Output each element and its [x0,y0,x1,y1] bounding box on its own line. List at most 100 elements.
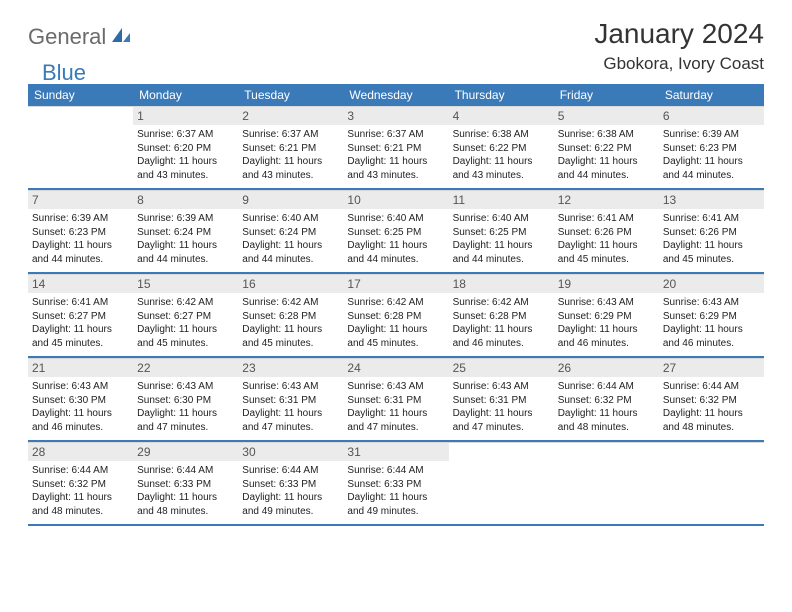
day-info: Sunrise: 6:39 AMSunset: 6:23 PMDaylight:… [32,212,129,266]
daylight-text-2: and 45 minutes. [242,337,339,351]
sunrise-text: Sunrise: 6:43 AM [32,380,129,394]
day-info: Sunrise: 6:37 AMSunset: 6:21 PMDaylight:… [347,128,444,182]
calendar-cell: 29Sunrise: 6:44 AMSunset: 6:33 PMDayligh… [133,442,238,524]
daylight-text-2: and 48 minutes. [558,421,655,435]
day-info: Sunrise: 6:39 AMSunset: 6:24 PMDaylight:… [137,212,234,266]
day-info: Sunrise: 6:43 AMSunset: 6:31 PMDaylight:… [347,380,444,434]
daylight-text-2: and 45 minutes. [32,337,129,351]
day-number: 7 [28,191,133,209]
daylight-text-1: Daylight: 11 hours [347,155,444,169]
daylight-text-1: Daylight: 11 hours [242,407,339,421]
weekday-header: Sunday Monday Tuesday Wednesday Thursday… [28,84,764,106]
sunset-text: Sunset: 6:27 PM [32,310,129,324]
calendar-cell: 6Sunrise: 6:39 AMSunset: 6:23 PMDaylight… [659,106,764,188]
day-info: Sunrise: 6:41 AMSunset: 6:26 PMDaylight:… [558,212,655,266]
sunrise-text: Sunrise: 6:43 AM [347,380,444,394]
sunset-text: Sunset: 6:31 PM [347,394,444,408]
sunrise-text: Sunrise: 6:42 AM [347,296,444,310]
day-info: Sunrise: 6:38 AMSunset: 6:22 PMDaylight:… [453,128,550,182]
sunrise-text: Sunrise: 6:41 AM [558,212,655,226]
sunrise-text: Sunrise: 6:39 AM [32,212,129,226]
calendar-cell: 30Sunrise: 6:44 AMSunset: 6:33 PMDayligh… [238,442,343,524]
sunrise-text: Sunrise: 6:44 AM [663,380,760,394]
daylight-text-1: Daylight: 11 hours [137,323,234,337]
daylight-text-2: and 44 minutes. [347,253,444,267]
calendar-cell: 4 Sunrise: 6:38 AMSunset: 6:22 PMDaylight… [449,106,554,188]
daylight-text-1: Daylight: 11 hours [453,323,550,337]
daylight-text-1: Daylight: 11 hours [32,407,129,421]
daylight-text-1: Daylight: 11 hours [347,239,444,253]
day-number: 14 [28,275,133,293]
sunrise-text: Sunrise: 6:42 AM [137,296,234,310]
day-info: Sunrise: 6:44 AMSunset: 6:33 PMDaylight:… [347,464,444,518]
calendar-cell: 17Sunrise: 6:42 AMSunset: 6:28 PMDayligh… [343,274,448,356]
sunrise-text: Sunrise: 6:44 AM [137,464,234,478]
calendar-cell: 9Sunrise: 6:40 AMSunset: 6:24 PMDaylight… [238,190,343,272]
page-header: General January 2024 Gbokora, Ivory Coas… [28,18,764,74]
day-info: Sunrise: 6:44 AMSunset: 6:32 PMDaylight:… [32,464,129,518]
day-info: Sunrise: 6:37 AMSunset: 6:20 PMDaylight:… [137,128,234,182]
day-number: 17 [343,275,448,293]
day-header: Friday [554,84,659,106]
sunrise-text: Sunrise: 6:42 AM [453,296,550,310]
day-info: Sunrise: 6:41 AMSunset: 6:27 PMDaylight:… [32,296,129,350]
day-number: 4 [449,107,554,125]
daylight-text-2: and 49 minutes. [242,505,339,519]
logo-word2: Blue [42,60,86,86]
logo-sail-icon [110,26,132,49]
day-info: Sunrise: 6:37 AMSunset: 6:21 PMDaylight:… [242,128,339,182]
sunset-text: Sunset: 6:20 PM [137,142,234,156]
daylight-text-2: and 43 minutes. [242,169,339,183]
daylight-text-1: Daylight: 11 hours [558,323,655,337]
calendar-cell: 18Sunrise: 6:42 AMSunset: 6:28 PMDayligh… [449,274,554,356]
day-number: 15 [133,275,238,293]
sunset-text: Sunset: 6:31 PM [242,394,339,408]
daylight-text-1: Daylight: 11 hours [663,407,760,421]
day-number: 13 [659,191,764,209]
sunset-text: Sunset: 6:30 PM [32,394,129,408]
daylight-text-1: Daylight: 11 hours [137,407,234,421]
calendar-cell: 22Sunrise: 6:43 AMSunset: 6:30 PMDayligh… [133,358,238,440]
sunset-text: Sunset: 6:28 PM [242,310,339,324]
day-number: 26 [554,359,659,377]
daylight-text-2: and 45 minutes. [347,337,444,351]
daylight-text-1: Daylight: 11 hours [137,239,234,253]
sunrise-text: Sunrise: 6:40 AM [242,212,339,226]
calendar-cell [449,442,554,524]
day-number: 24 [343,359,448,377]
daylight-text-2: and 47 minutes. [242,421,339,435]
day-info: Sunrise: 6:43 AMSunset: 6:31 PMDaylight:… [242,380,339,434]
daylight-text-2: and 44 minutes. [137,253,234,267]
sunset-text: Sunset: 6:24 PM [242,226,339,240]
calendar-cell: 20Sunrise: 6:43 AMSunset: 6:29 PMDayligh… [659,274,764,356]
month-title: January 2024 [594,18,764,50]
day-info: Sunrise: 6:42 AMSunset: 6:28 PMDaylight:… [242,296,339,350]
daylight-text-1: Daylight: 11 hours [347,407,444,421]
sunset-text: Sunset: 6:26 PM [663,226,760,240]
sunrise-text: Sunrise: 6:39 AM [137,212,234,226]
calendar-cell: 12Sunrise: 6:41 AMSunset: 6:26 PMDayligh… [554,190,659,272]
sunset-text: Sunset: 6:28 PM [453,310,550,324]
location-label: Gbokora, Ivory Coast [594,54,764,74]
calendar-week: 14 Sunrise: 6:41 AMSunset: 6:27 PMDayligh… [28,274,764,358]
sunrise-text: Sunrise: 6:39 AM [663,128,760,142]
daylight-text-1: Daylight: 11 hours [347,491,444,505]
daylight-text-2: and 43 minutes. [137,169,234,183]
calendar-cell: 3Sunrise: 6:37 AMSunset: 6:21 PMDaylight… [343,106,448,188]
sunrise-text: Sunrise: 6:42 AM [242,296,339,310]
day-info: Sunrise: 6:40 AMSunset: 6:25 PMDaylight:… [453,212,550,266]
daylight-text-1: Daylight: 11 hours [137,155,234,169]
day-number: 8 [133,191,238,209]
logo: General [28,18,134,50]
sunset-text: Sunset: 6:32 PM [663,394,760,408]
calendar-cell: 19Sunrise: 6:43 AMSunset: 6:29 PMDayligh… [554,274,659,356]
day-number: 23 [238,359,343,377]
day-number: 2 [238,107,343,125]
sunset-text: Sunset: 6:29 PM [558,310,655,324]
daylight-text-2: and 47 minutes. [453,421,550,435]
daylight-text-2: and 43 minutes. [347,169,444,183]
sunrise-text: Sunrise: 6:37 AM [347,128,444,142]
sunset-text: Sunset: 6:32 PM [32,478,129,492]
calendar-page: General January 2024 Gbokora, Ivory Coas… [0,0,792,544]
sunset-text: Sunset: 6:32 PM [558,394,655,408]
